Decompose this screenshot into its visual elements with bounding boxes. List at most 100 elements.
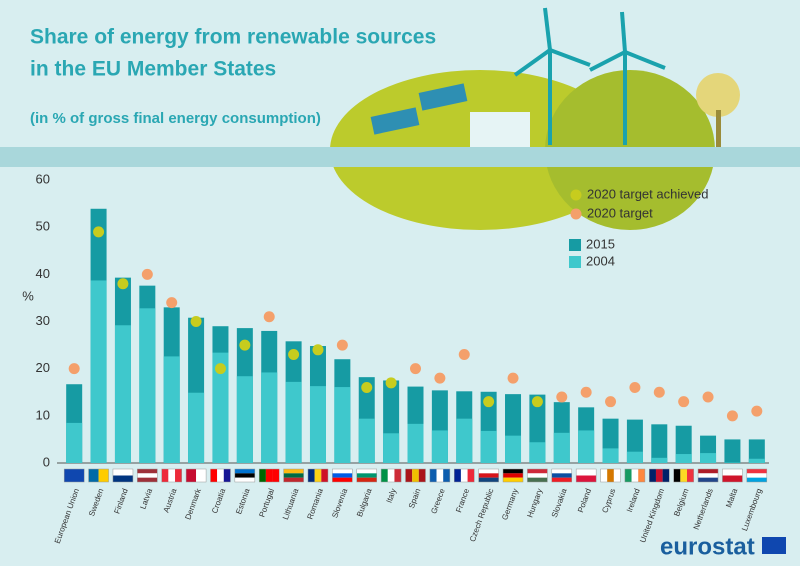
flag	[698, 473, 719, 478]
flag-border	[380, 468, 402, 483]
flag	[443, 469, 450, 482]
flag	[168, 469, 176, 482]
bar	[114, 325, 131, 463]
flag	[307, 469, 315, 482]
flag	[607, 469, 614, 482]
bar	[480, 430, 497, 463]
legend-label: 2015	[586, 236, 615, 251]
target-marker	[288, 349, 300, 361]
target-marker	[483, 396, 495, 408]
x-tick-label: Cyprus	[600, 487, 617, 514]
y-tick-label: 20	[36, 360, 50, 375]
flag	[356, 469, 377, 474]
flag	[283, 477, 304, 482]
flag	[478, 469, 499, 474]
target-marker	[702, 391, 714, 403]
bar	[456, 418, 473, 463]
flag	[673, 469, 681, 482]
target-marker	[531, 396, 543, 408]
target-marker	[629, 382, 641, 394]
flag	[314, 469, 322, 482]
flag	[356, 477, 377, 482]
flag	[259, 469, 266, 482]
target-marker	[385, 377, 397, 389]
bar	[407, 423, 424, 463]
flag-border	[575, 468, 597, 483]
flag	[576, 475, 597, 482]
x-tick-label: Denmark	[183, 486, 203, 521]
bar	[626, 451, 643, 463]
flag-border	[551, 468, 573, 483]
bar	[66, 422, 83, 463]
x-tick-label: Bulgaria	[355, 487, 374, 518]
flag-border	[137, 468, 158, 483]
flag	[88, 469, 99, 482]
legend-marker	[570, 208, 582, 220]
flag-border	[649, 468, 670, 483]
bar	[651, 457, 668, 463]
flag	[698, 469, 719, 474]
flag	[137, 469, 158, 474]
bar	[602, 448, 619, 463]
flag-border	[185, 468, 207, 483]
target-marker	[580, 386, 592, 398]
flag	[551, 473, 572, 478]
flag-border	[502, 468, 524, 483]
flag	[394, 469, 402, 482]
flag	[527, 473, 548, 478]
flag	[613, 469, 621, 482]
x-tick-label: Italy	[385, 487, 398, 504]
bar	[675, 454, 692, 463]
flag	[175, 469, 182, 482]
flag	[137, 473, 158, 478]
source-logo: eurostat	[660, 533, 755, 560]
flag	[454, 469, 461, 482]
flag-border	[405, 468, 426, 483]
flag	[387, 469, 395, 482]
bar	[163, 356, 180, 463]
bar	[505, 435, 522, 463]
flag-border	[624, 468, 646, 483]
x-tick-label: Germany	[500, 487, 520, 521]
flag	[283, 473, 304, 478]
decoration	[0, 7, 800, 230]
bar	[139, 308, 156, 463]
x-tick-label: Hungary	[525, 487, 544, 519]
flag-border	[332, 468, 353, 483]
flag	[332, 469, 353, 474]
flag-border	[210, 468, 231, 483]
flag	[503, 473, 524, 478]
target-marker	[141, 268, 153, 280]
bar	[212, 352, 229, 463]
target-marker	[166, 297, 178, 309]
x-tick-label: Czech Republic	[468, 487, 496, 543]
eu-logo-flag	[762, 537, 786, 554]
legend-marker	[569, 239, 581, 251]
x-tick-label: Estonia	[234, 487, 252, 516]
flag	[405, 469, 413, 482]
flag	[112, 469, 133, 476]
flag	[332, 473, 353, 478]
flag	[272, 469, 280, 482]
flag	[223, 469, 231, 482]
flag	[746, 477, 767, 482]
x-tick-label: Latvia	[138, 487, 154, 511]
x-tick-label: Finland	[112, 487, 129, 515]
x-tick-label: Ireland	[625, 487, 642, 513]
flag	[429, 469, 437, 482]
flag	[283, 469, 304, 474]
x-tick-label: Slovakia	[550, 487, 569, 519]
flag-border	[454, 468, 475, 483]
x-tick-label: Belgium	[672, 487, 690, 518]
legend-label: 2020 target achieved	[587, 186, 708, 201]
y-tick-label: 40	[36, 266, 50, 281]
x-tick-label: Portugal	[257, 487, 276, 518]
x-tick-label: Slovenia	[330, 487, 349, 519]
target-marker	[434, 372, 446, 384]
target-marker	[361, 382, 373, 394]
target-marker	[214, 363, 226, 375]
bar	[431, 430, 448, 463]
y-tick-label: 60	[36, 171, 50, 186]
flag	[196, 469, 207, 482]
